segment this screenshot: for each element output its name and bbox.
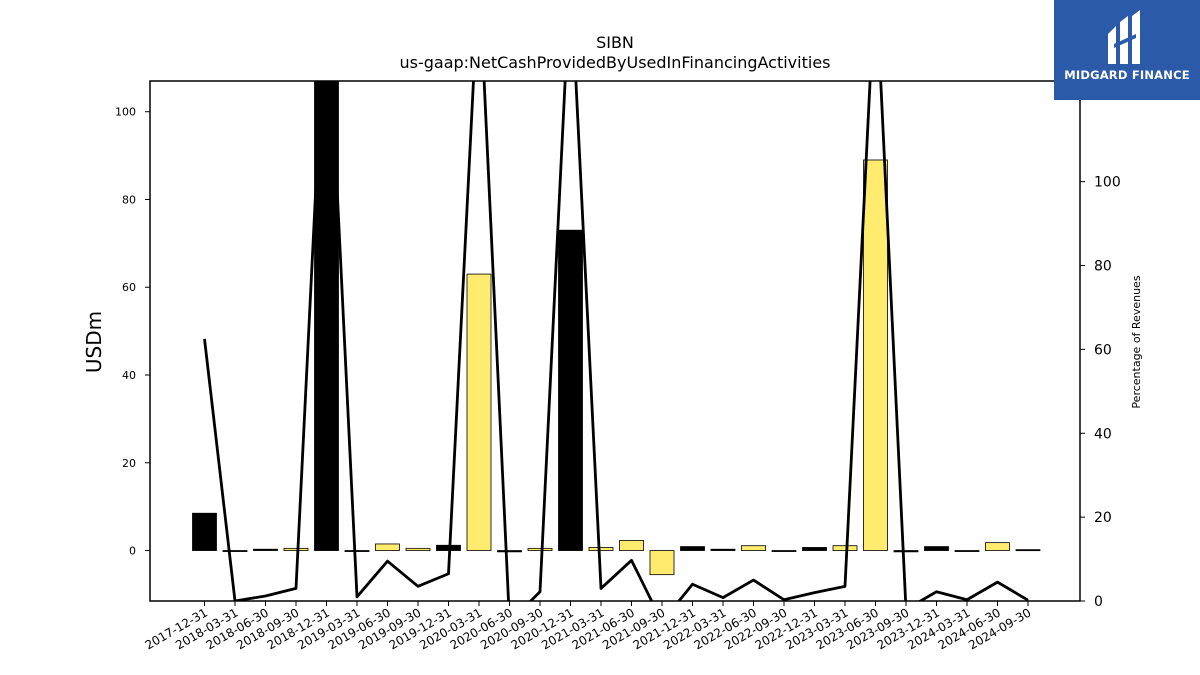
bar xyxy=(466,273,492,551)
y-tick-label: 100 xyxy=(115,106,136,119)
bar xyxy=(1015,549,1041,552)
logo-mark-icon xyxy=(1108,10,1140,64)
bar xyxy=(405,547,431,551)
plot-frame xyxy=(149,80,1081,602)
bar xyxy=(283,547,309,551)
y-tick-label: 40 xyxy=(122,369,136,382)
bar xyxy=(741,545,766,551)
bar xyxy=(802,547,827,551)
brand-logo: MIDGARD FINANCE xyxy=(1054,0,1200,100)
y-axis-left: 0 20 40 60 80 100 xyxy=(115,106,150,558)
bar xyxy=(344,550,370,552)
bar xyxy=(954,550,980,552)
y2-tick-label: 20 xyxy=(1094,510,1112,526)
bars-layer xyxy=(192,81,1041,576)
y2-tick-label: 40 xyxy=(1094,426,1112,442)
bar xyxy=(588,547,614,551)
y-tick-label: 20 xyxy=(122,457,136,470)
y-tick-label: 60 xyxy=(122,281,136,294)
line-layer xyxy=(203,81,1029,601)
bar xyxy=(893,550,919,553)
chart-title: SIBN xyxy=(596,33,634,52)
y-tick-label: 0 xyxy=(129,545,136,558)
bar xyxy=(375,543,400,551)
y2-tick-label: 80 xyxy=(1094,259,1112,275)
bar xyxy=(680,546,705,551)
bar xyxy=(710,548,736,551)
bar xyxy=(649,550,675,576)
chart-subtitle: us-gaap:NetCashProvidedByUsedInFinancing… xyxy=(399,53,830,72)
y-axis-right: 0 20 40 60 80 100 xyxy=(1080,175,1121,610)
y-tick-label: 80 xyxy=(122,193,136,206)
y-axis-label: USDm xyxy=(82,311,106,373)
x-axis: 2017-12-312018-03-312018-06-302018-09-30… xyxy=(143,601,1034,652)
logo-text: MIDGARD FINANCE xyxy=(1064,68,1190,82)
y2-axis-label: Percentage of Revenues xyxy=(1130,275,1143,408)
bar xyxy=(832,545,858,551)
bar xyxy=(924,546,949,551)
bar xyxy=(222,550,248,552)
y2-tick-label: 60 xyxy=(1094,342,1112,358)
bar xyxy=(497,550,522,553)
revenue-percentage-line xyxy=(203,81,1029,601)
bar xyxy=(253,548,278,551)
y2-tick-label: 0 xyxy=(1094,594,1103,610)
bar xyxy=(619,540,644,551)
bar xyxy=(771,550,797,552)
bar xyxy=(863,159,888,551)
bar xyxy=(985,542,1010,551)
bar xyxy=(527,547,553,551)
bar xyxy=(192,512,217,551)
y2-tick-label: 100 xyxy=(1094,175,1121,191)
bar xyxy=(558,229,583,551)
